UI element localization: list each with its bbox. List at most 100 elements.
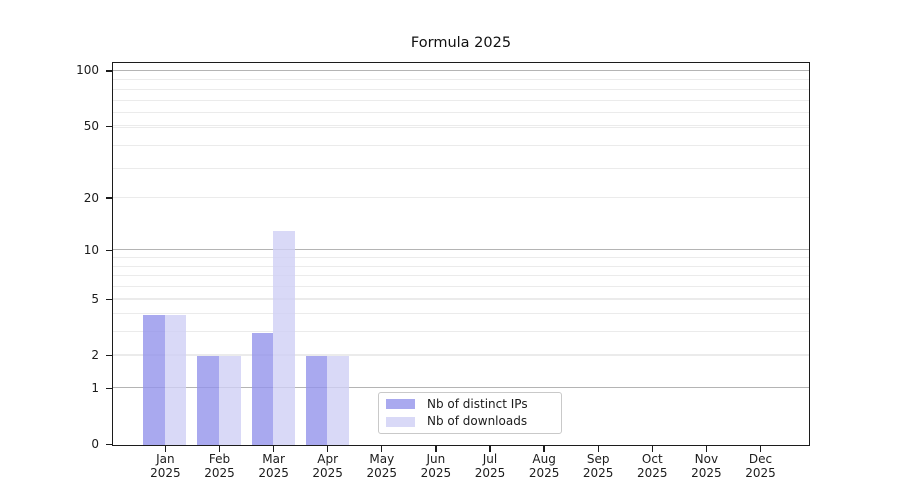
y-tick-mark xyxy=(105,70,112,72)
x-tick-label-year: 2025 xyxy=(474,465,506,480)
x-tick-label-month: Jan xyxy=(156,452,175,466)
gridline-minor xyxy=(113,88,809,90)
gridline-minor xyxy=(113,144,809,146)
plot-area xyxy=(112,62,810,446)
gridline-minor xyxy=(113,99,809,101)
y-tick-mark xyxy=(105,298,112,301)
bar xyxy=(143,314,165,445)
x-tick-label-month: Dec xyxy=(748,452,773,466)
legend-swatch-distinct-ips xyxy=(386,399,415,409)
gridline-minor xyxy=(113,79,809,81)
x-tick-label-year: 2025 xyxy=(582,465,614,480)
x-tick-label-month: Nov xyxy=(694,452,719,466)
x-tick-mark xyxy=(327,446,329,452)
gridline-minor xyxy=(113,298,809,300)
gridline-minor xyxy=(113,125,809,127)
x-tick-label-month: May xyxy=(369,452,395,466)
bar xyxy=(164,314,187,445)
y-tick-label: 0 xyxy=(91,437,99,451)
bar xyxy=(327,356,349,445)
y-tick-label: 50 xyxy=(83,118,99,133)
bar xyxy=(251,332,274,445)
y-tick-mark xyxy=(105,387,112,390)
gridline-minor xyxy=(113,265,809,267)
x-tick-label-year: 2025 xyxy=(528,465,560,480)
x-tick-label-year: 2025 xyxy=(312,465,343,480)
x-tick-label-year: 2025 xyxy=(637,465,668,480)
gridline-minor xyxy=(113,168,809,170)
bar xyxy=(219,356,241,445)
x-tick-mark xyxy=(597,446,599,452)
legend: Nb of distinct IPs Nb of downloads xyxy=(378,392,562,434)
legend-entry-distinct-ips: Nb of distinct IPs xyxy=(386,396,555,413)
x-tick-label-year: 2025 xyxy=(366,465,398,480)
x-tick-label-month: Sep xyxy=(586,452,610,466)
x-tick-label-month: Mar xyxy=(262,452,285,466)
gridline-major xyxy=(113,387,809,389)
x-tick-label: Dec 2025 xyxy=(729,452,793,480)
x-tick-label-month: Jul xyxy=(482,452,498,466)
x-tick-label: Oct 2025 xyxy=(620,452,684,480)
x-tick-label: Jan 2025 xyxy=(133,452,197,480)
gridline-minor xyxy=(113,257,809,259)
x-tick-mark xyxy=(164,446,167,452)
x-tick-label-year: 2025 xyxy=(204,465,235,480)
x-tick-label-month: Apr xyxy=(317,452,339,466)
x-tick-mark xyxy=(489,446,491,452)
y-tick-mark xyxy=(105,249,112,252)
gridline-minor xyxy=(113,126,809,128)
chart-title: Formula 2025 xyxy=(410,35,512,51)
x-tick-label-year: 2025 xyxy=(691,465,722,480)
bar xyxy=(305,356,328,445)
y-tick-mark xyxy=(105,443,112,446)
x-tick-label: Nov 2025 xyxy=(674,452,738,480)
legend-entry-downloads: Nb of downloads xyxy=(386,413,555,430)
y-tick-label: 1 xyxy=(91,380,99,395)
bar xyxy=(273,231,295,445)
gridline-minor xyxy=(113,285,809,288)
legend-label-downloads: Nb of downloads xyxy=(427,414,528,429)
gridline-minor xyxy=(113,111,809,114)
gridline-major xyxy=(113,69,809,71)
bar xyxy=(197,356,219,445)
x-tick-mark xyxy=(759,446,762,452)
x-tick-label: Apr 2025 xyxy=(296,452,360,480)
x-tick-label: May 2025 xyxy=(350,452,414,480)
x-tick-label-month: Aug xyxy=(532,452,556,466)
x-tick-label: Jul 2025 xyxy=(458,452,522,480)
gridline-minor xyxy=(113,331,809,333)
x-tick-mark xyxy=(381,446,383,452)
gridline-minor xyxy=(113,196,809,199)
x-tick-label-year: 2025 xyxy=(258,465,289,480)
gridline-minor xyxy=(113,313,809,315)
y-tick-mark xyxy=(105,354,112,357)
x-tick-label-year: 2025 xyxy=(150,465,181,480)
y-tick-label: 10 xyxy=(83,242,99,257)
x-tick-label-month: Jun xyxy=(426,452,446,466)
x-tick-label: Sep 2025 xyxy=(566,452,630,480)
gridline-major xyxy=(113,249,809,251)
x-tick-label-month: Feb xyxy=(208,452,231,466)
x-tick-label-month: Oct xyxy=(641,452,663,466)
x-tick-label: Aug 2025 xyxy=(512,452,576,480)
x-tick-label-year: 2025 xyxy=(745,465,776,480)
legend-label-distinct-ips: Nb of distinct IPs xyxy=(427,396,528,411)
y-tick-mark xyxy=(105,197,112,199)
x-tick-mark xyxy=(651,446,653,452)
x-tick-label: Mar 2025 xyxy=(242,452,306,480)
y-tick-mark xyxy=(105,125,112,127)
y-tick-label: 100 xyxy=(76,63,99,78)
x-tick-label-year: 2025 xyxy=(420,465,452,480)
x-tick-mark xyxy=(435,446,437,452)
y-tick-label: 5 xyxy=(91,291,99,306)
x-tick-mark xyxy=(272,446,275,452)
y-tick-label: 2 xyxy=(91,348,99,363)
y-tick-label: 20 xyxy=(83,190,99,205)
x-tick-mark xyxy=(705,446,708,452)
x-tick-label: Feb 2025 xyxy=(188,452,252,480)
x-tick-mark xyxy=(218,446,221,452)
gridline-minor xyxy=(113,275,809,277)
x-tick-label: Jun 2025 xyxy=(404,452,468,480)
x-tick-mark xyxy=(543,446,545,452)
